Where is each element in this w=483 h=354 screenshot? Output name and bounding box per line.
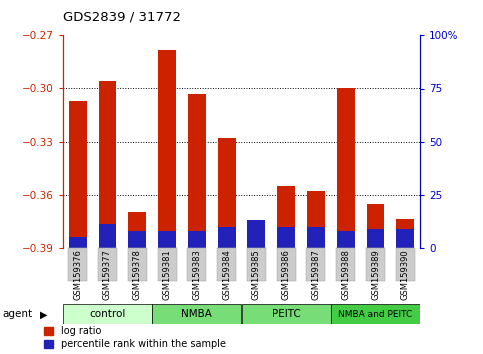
Text: GSM159390: GSM159390 xyxy=(401,250,410,300)
Bar xyxy=(63,304,152,324)
Bar xyxy=(218,227,236,248)
Text: GSM159378: GSM159378 xyxy=(133,250,142,300)
Text: GSM159389: GSM159389 xyxy=(371,250,380,300)
Bar xyxy=(98,248,117,281)
Bar xyxy=(128,248,147,281)
Text: GSM159387: GSM159387 xyxy=(312,250,320,300)
Bar xyxy=(99,224,116,248)
Bar xyxy=(247,246,265,248)
Bar xyxy=(397,229,414,248)
Bar xyxy=(367,204,384,248)
Bar xyxy=(152,304,242,324)
Bar xyxy=(336,248,355,281)
Text: PEITC: PEITC xyxy=(272,309,300,319)
Bar xyxy=(331,304,420,324)
Bar xyxy=(367,229,384,248)
Text: GSM159388: GSM159388 xyxy=(341,250,350,300)
Bar xyxy=(69,237,86,248)
Bar xyxy=(307,227,325,248)
Text: GSM159376: GSM159376 xyxy=(73,250,82,300)
Bar xyxy=(69,101,86,248)
Bar xyxy=(187,248,206,281)
Text: NMBA and PEITC: NMBA and PEITC xyxy=(339,310,412,319)
Bar xyxy=(158,231,176,248)
Bar xyxy=(277,186,295,248)
Bar xyxy=(247,248,266,281)
Bar xyxy=(188,94,206,248)
Text: GSM159385: GSM159385 xyxy=(252,250,261,300)
Text: agent: agent xyxy=(2,309,32,319)
Text: control: control xyxy=(89,309,126,319)
Bar xyxy=(306,248,326,281)
Bar xyxy=(128,212,146,248)
Bar xyxy=(128,231,146,248)
Text: GSM159383: GSM159383 xyxy=(192,250,201,300)
Bar xyxy=(188,231,206,248)
Text: GSM159377: GSM159377 xyxy=(103,250,112,300)
Text: GSM159386: GSM159386 xyxy=(282,250,291,300)
Bar xyxy=(366,248,385,281)
Bar xyxy=(337,88,355,248)
Bar xyxy=(277,248,296,281)
Bar xyxy=(337,231,355,248)
Bar xyxy=(157,248,177,281)
Bar xyxy=(242,304,331,324)
Bar xyxy=(158,50,176,248)
Legend: log ratio, percentile rank within the sample: log ratio, percentile rank within the sa… xyxy=(43,326,226,349)
Bar xyxy=(277,227,295,248)
Text: NMBA: NMBA xyxy=(182,309,212,319)
Bar xyxy=(307,191,325,248)
Bar xyxy=(218,138,236,248)
Text: GSM159381: GSM159381 xyxy=(163,250,171,300)
Bar xyxy=(68,248,87,281)
Bar xyxy=(99,81,116,248)
Bar xyxy=(396,248,415,281)
Text: ▶: ▶ xyxy=(40,309,47,319)
Bar xyxy=(247,220,265,248)
Bar xyxy=(217,248,236,281)
Text: GSM159384: GSM159384 xyxy=(222,250,231,300)
Bar xyxy=(397,219,414,248)
Text: GDS2839 / 31772: GDS2839 / 31772 xyxy=(63,10,181,23)
